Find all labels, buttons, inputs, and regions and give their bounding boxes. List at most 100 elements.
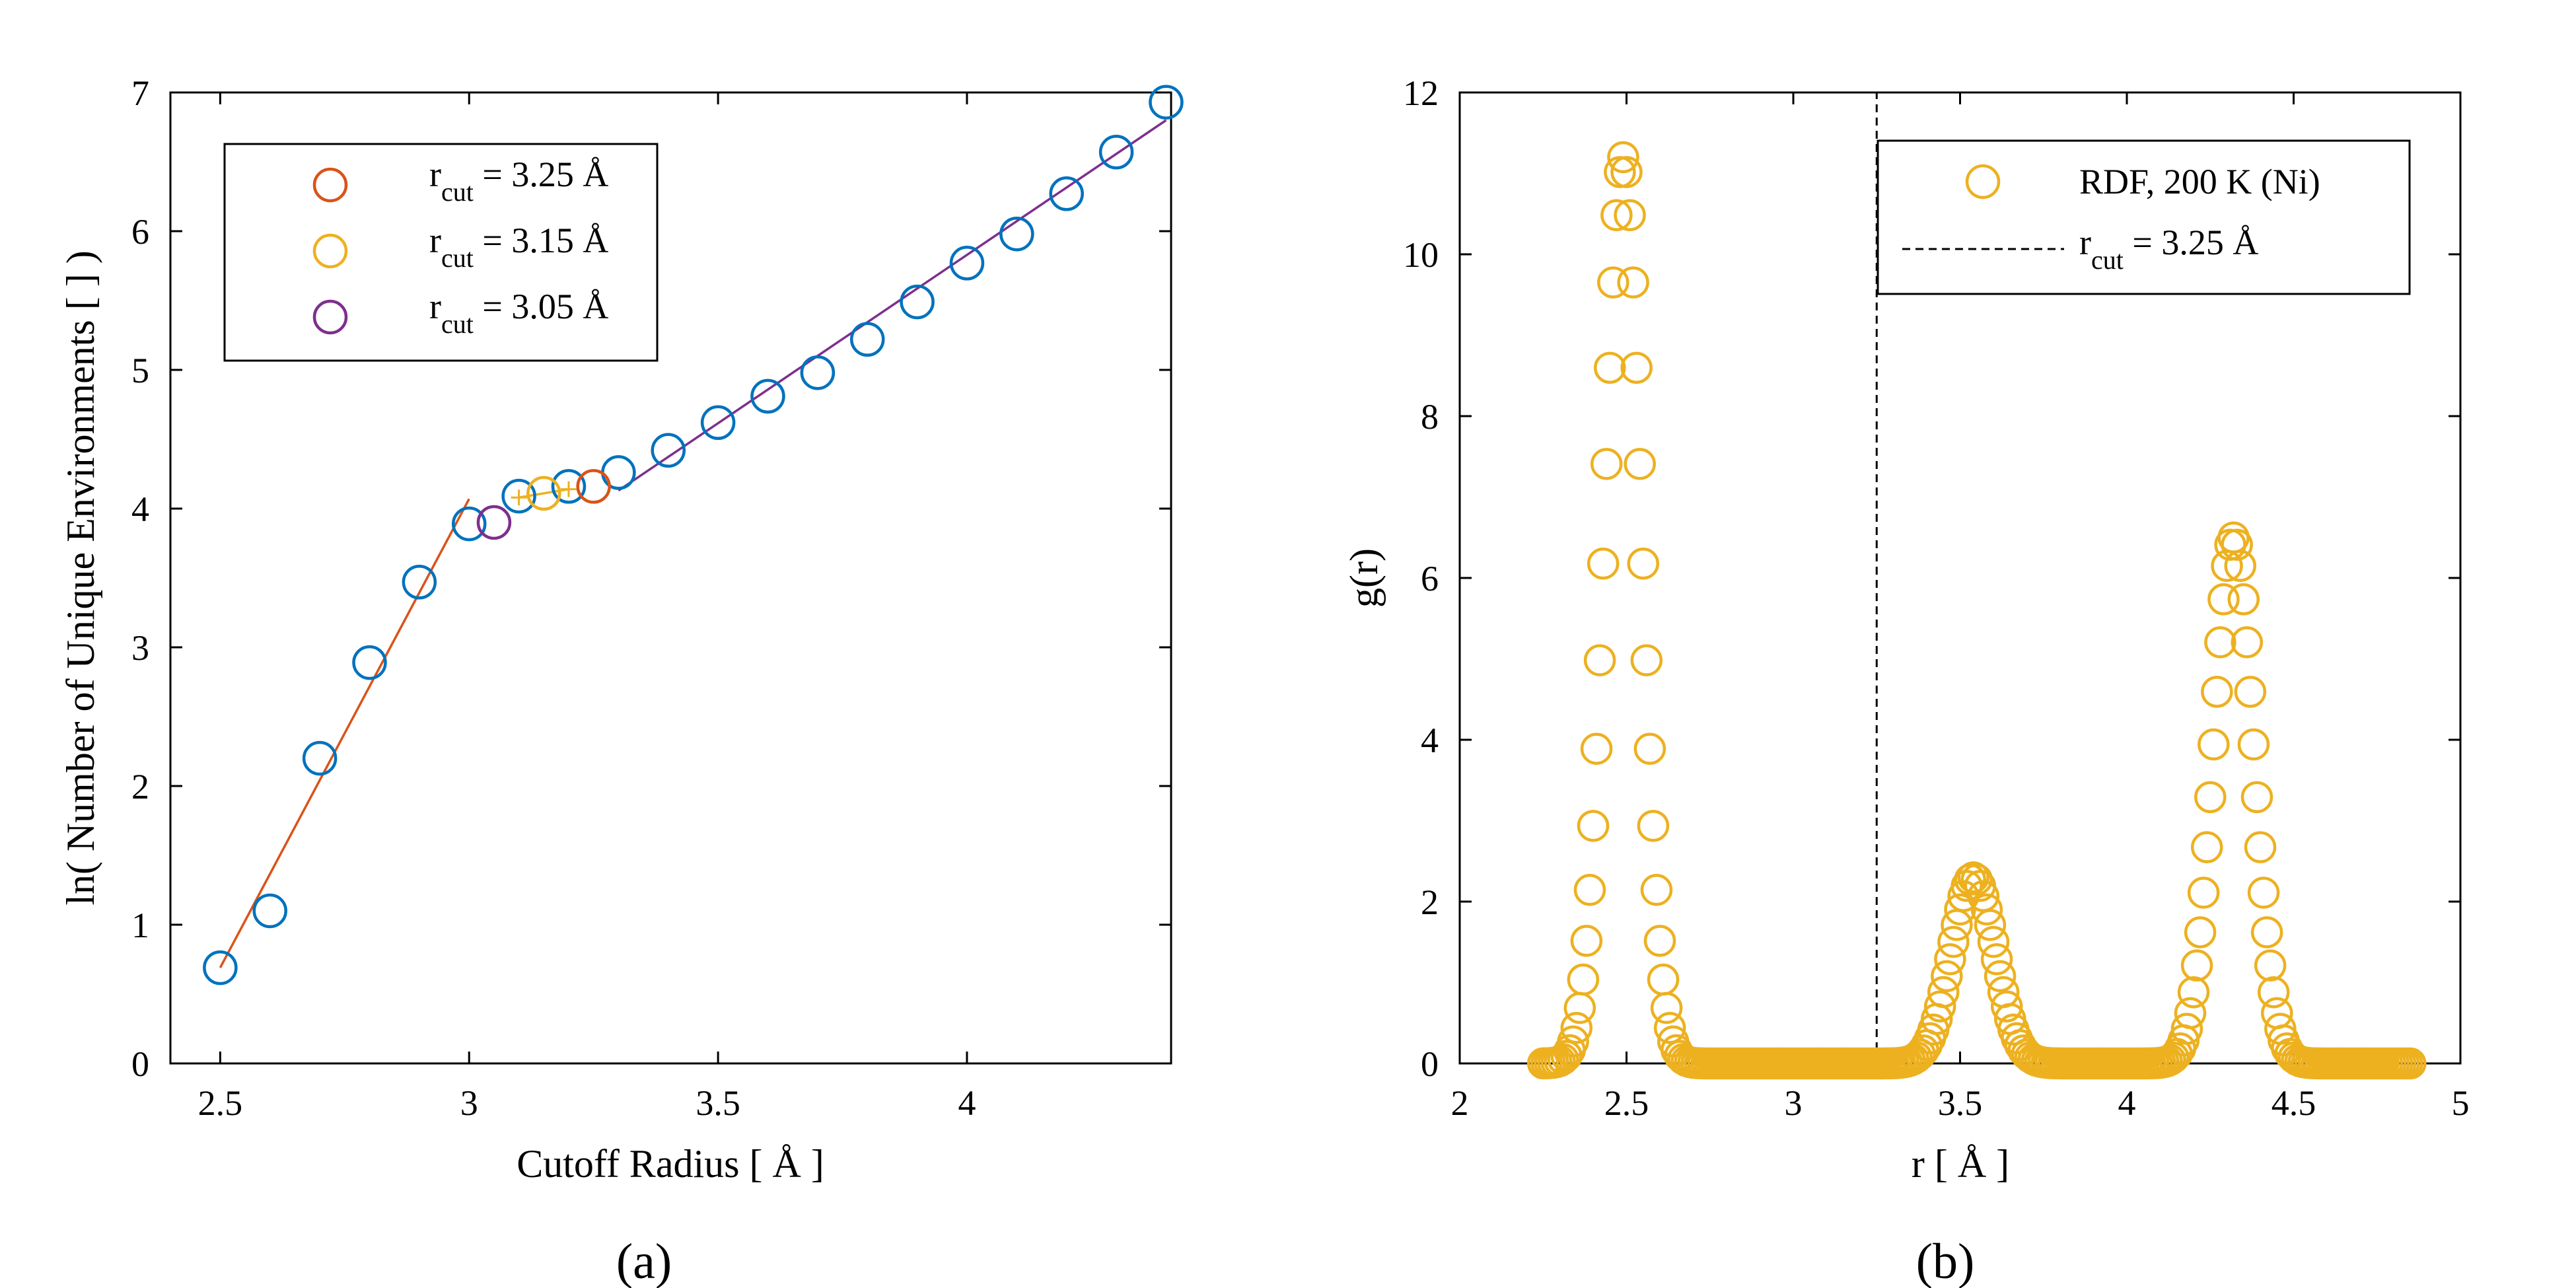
rdf-point [2234,676,2267,708]
legend-subscript: cut [441,243,474,273]
rdf-point [1567,963,1600,996]
panel-a-y-tick-label: 0 [131,1044,149,1084]
panel-a-legend-box [223,143,659,362]
panel-b-y-axis-title: g(r) [1342,548,1386,608]
legend-var: r [429,221,441,260]
rdf-point [1627,548,1659,580]
rdf-point [1557,1025,1589,1057]
rdf-point [1950,870,1983,902]
panel-a-caption: (a) [616,1234,672,1288]
rdf-point [1643,925,1676,957]
rdf-point [2198,728,2230,761]
rdf-point [1624,448,1656,480]
data-point-blue [501,478,536,514]
fit-line-orange [219,498,470,968]
rdf-point [1547,1043,1579,1075]
rdf-point [1970,893,2003,926]
legend-value: = 3.25 Å [2124,223,2258,262]
panel-a-y-tick-label: 5 [131,351,149,390]
legend-var: r [429,155,441,194]
rdf-point [2174,997,2207,1030]
panel-a-y-tick-label: 7 [131,73,149,113]
rdf-point [1640,874,1673,906]
panel-b-y-tick-label: 12 [1403,73,1439,113]
rdf-point [1577,810,1610,842]
rdf-point [2201,676,2233,708]
legend-var: r [429,287,441,326]
rdf-point [1580,733,1613,765]
legend-marker-purple [312,299,348,335]
panel-b-legend-box [1877,139,2411,295]
panel-b-x-tick-label: 4.5 [2272,1083,2316,1123]
rdf-point [2190,831,2223,863]
rdf-point [1600,199,1633,232]
rdf-point [2394,1047,2427,1080]
rdf-point [1934,943,1966,976]
panel-b-y-tick-label: 8 [1421,397,1439,437]
rdf-point [2250,916,2283,948]
panel-b-y-tick-label: 4 [1421,721,1439,760]
data-point-blue [900,284,935,320]
rdf-point [1630,644,1663,676]
panel-b-x-tick-label: 3 [1785,1083,1803,1123]
legend-subscript: cut [441,309,474,339]
panel-b-x-axis-title: r [ Å ] [1912,1142,2009,1186]
data-point-yellow [526,476,561,511]
legend-value: = 3.15 Å [474,221,608,260]
rdf-point [1583,644,1616,676]
panel-a-y-tick-label: 2 [131,767,149,806]
panel-a-axes-box [169,91,1172,1065]
panel-b-x-tick-label: 3.5 [1938,1083,1983,1123]
panel-a-y-tick-label: 4 [131,489,149,529]
rdf-point [2240,781,2273,814]
rdf-point [1607,141,1639,174]
legend-label: rcut = 3.15 Å [429,221,608,273]
rdf-point [2247,877,2280,909]
rdf-point [1990,990,2023,1022]
rdf-point [2170,1013,2203,1045]
rdf-point [1617,266,1649,299]
panel-a-markers [203,85,1184,985]
rdf-point [1614,199,1646,232]
panel-b-y-tick-label: 6 [1421,559,1439,598]
legend-value: = 3.25 Å [474,155,608,194]
rdf-point [1957,861,1989,894]
rdf-point [1974,909,2007,941]
rdf-point [1570,925,1603,957]
data-point-blue [949,246,985,281]
data-point-blue [1049,176,1084,211]
data-point-blue [601,455,636,490]
rdf-point [2227,583,2260,616]
rdf-point [1647,963,1680,996]
panel-a-x-tick-label: 4 [958,1083,976,1123]
rdf-point [1653,1011,1686,1044]
rdf-point [2157,1041,2190,1074]
data-point-blue [252,893,287,929]
rdf-point [1931,960,1963,993]
panel-a-chart: 2.5 3 3.5 4 0 1 2 3 4 5 6 7 Cutoff Radius [ Å ] ln(… [59,73,1184,1288]
panel-a-x-axis-title: Cutoff Radius [ Å ] [517,1142,824,1186]
rdf-point [1977,925,2010,958]
rdf-point [1573,874,1606,906]
rdf-point [1590,448,1623,480]
rdf-point [1560,1011,1592,1044]
data-point-blue [1149,85,1184,120]
rdf-point [1597,266,1629,299]
legend-value: RDF, 200 K (Ni) [2079,162,2320,201]
panel-a-y-tick-label: 3 [131,628,149,668]
rdf-point [2187,877,2220,909]
legend-label: rcut = 3.05 Å [429,287,608,339]
rdf-point [1927,976,1960,1009]
rdf-point [1980,943,2013,976]
panel-a-y-tick-label: 1 [131,906,149,945]
legend-subscript: cut [2091,245,2124,275]
legend-label: rcut = 3.25 Å [2079,223,2258,275]
rdf-point [2224,550,2256,583]
rdf-point [2180,949,2213,982]
rdf-point [2257,976,2290,1009]
panel-a-x-tick-label: 2.5 [198,1083,243,1123]
panel-b-x-tick-label: 5 [2452,1083,2470,1123]
